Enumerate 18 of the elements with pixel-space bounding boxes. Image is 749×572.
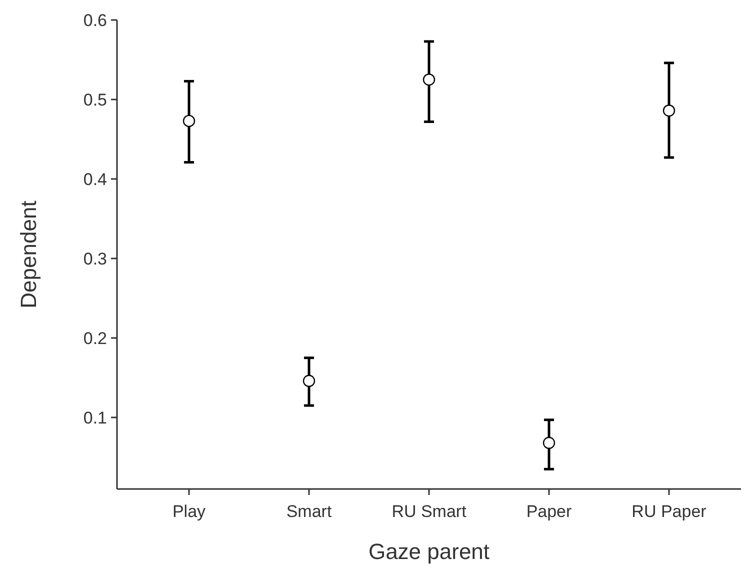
y-tick-label: 0.3 bbox=[83, 249, 107, 268]
x-tick-label: Play bbox=[172, 502, 206, 521]
y-tick-label: 0.4 bbox=[83, 170, 107, 189]
point bbox=[662, 104, 676, 117]
point bbox=[182, 114, 196, 128]
y-tick-label: 0.5 bbox=[83, 90, 107, 110]
x-tick-label: RU Paper bbox=[632, 502, 707, 521]
point bbox=[422, 74, 436, 86]
y-axis-title: Dependent bbox=[16, 200, 41, 308]
point bbox=[542, 436, 556, 449]
y-tick-label: 0.1 bbox=[83, 408, 107, 428]
x-axis-title: Gaze parent bbox=[368, 539, 490, 564]
x-tick-label: RU Smart bbox=[392, 502, 467, 521]
y-tick-label: 0.6 bbox=[83, 10, 107, 30]
point bbox=[302, 374, 316, 387]
x-tick-label: Smart bbox=[286, 502, 332, 521]
x-tick-label: Paper bbox=[526, 502, 572, 521]
y-tick-label: 0.2 bbox=[83, 328, 107, 348]
